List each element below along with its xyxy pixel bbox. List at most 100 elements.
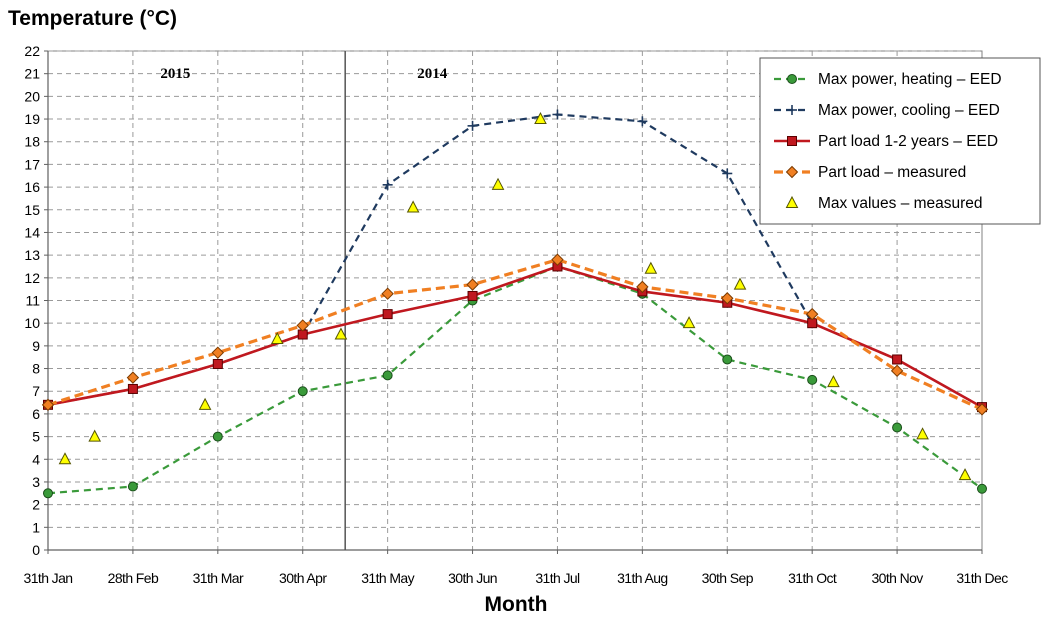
point-marker bbox=[382, 309, 393, 320]
legend-label: Part load 1-2 years – EED bbox=[818, 133, 998, 150]
y-tick-label: 9 bbox=[32, 338, 40, 354]
legend-label: Max power, cooling – EED bbox=[818, 102, 1000, 119]
point-marker bbox=[211, 346, 225, 359]
legend-item: Max power, cooling – EED bbox=[774, 102, 1000, 119]
y-tick-label: 5 bbox=[32, 429, 40, 445]
legend-item: Part load 1-2 years – EED bbox=[774, 133, 998, 150]
y-tick-label: 19 bbox=[24, 111, 40, 127]
x-ticks: 31th Jan 28th Feb 31th Mar 30th Apr 31th May… bbox=[24, 550, 1009, 586]
point-marker bbox=[334, 327, 348, 340]
x-tick-label: 31th Jul bbox=[535, 570, 580, 586]
point-marker bbox=[733, 277, 747, 290]
point-marker bbox=[551, 253, 564, 266]
point-marker bbox=[805, 307, 819, 321]
point-marker bbox=[892, 422, 903, 433]
y-tick-label: 18 bbox=[24, 134, 40, 150]
x-tick-label: 31th Aug bbox=[617, 570, 667, 586]
series-line bbox=[47, 258, 983, 411]
period-label: 2014 bbox=[417, 66, 448, 82]
point-marker bbox=[297, 386, 308, 397]
legend-item: Max values – measured bbox=[785, 195, 983, 212]
y-tick-label: 21 bbox=[24, 66, 40, 82]
y-tick-label: 15 bbox=[24, 202, 40, 218]
point-marker bbox=[644, 261, 658, 274]
point-marker bbox=[721, 292, 734, 305]
point-marker bbox=[198, 397, 212, 410]
x-tick-label: 30th Apr bbox=[279, 570, 327, 586]
point-marker bbox=[406, 200, 420, 213]
point-marker bbox=[127, 481, 138, 492]
y-tick-label: 10 bbox=[24, 315, 40, 331]
legend-label: Max values – measured bbox=[818, 195, 983, 212]
x-tick-label: 30th Nov bbox=[871, 570, 923, 586]
x-tick-label: 31th Mar bbox=[193, 570, 244, 586]
y-tick-label: 2 bbox=[32, 497, 40, 513]
y-tick-label: 20 bbox=[24, 88, 40, 104]
point-marker bbox=[785, 195, 799, 208]
point-marker bbox=[382, 179, 393, 190]
legend: Max power, heating – EED Max power, cooli… bbox=[759, 57, 1041, 225]
point-marker bbox=[534, 111, 547, 125]
y-tick-label: 8 bbox=[32, 361, 40, 377]
y-tick-label: 0 bbox=[32, 542, 40, 558]
y-tick-label: 17 bbox=[24, 156, 40, 172]
y-axis-label: Temperature (°C) bbox=[8, 7, 177, 30]
y-tick-label: 3 bbox=[32, 474, 40, 490]
y-tick-label: 4 bbox=[32, 451, 40, 467]
y-tick-label: 12 bbox=[24, 270, 40, 286]
x-tick-label: 31th Oct bbox=[788, 570, 837, 586]
point-marker bbox=[827, 375, 840, 388]
y-tick-label: 16 bbox=[24, 179, 40, 195]
point-marker bbox=[466, 278, 479, 291]
x-tick-label: 31th Dec bbox=[956, 570, 1008, 586]
point-marker bbox=[890, 364, 904, 378]
x-tick-label: 31th Jan bbox=[24, 570, 73, 586]
y-tick-label: 6 bbox=[32, 406, 40, 422]
period-label: 2015 bbox=[160, 66, 190, 82]
y-tick-label: 22 bbox=[24, 43, 40, 59]
point-marker bbox=[127, 383, 138, 394]
x-axis-label: Month bbox=[485, 593, 548, 616]
point-marker bbox=[682, 316, 696, 329]
point-marker bbox=[296, 319, 309, 332]
point-marker bbox=[491, 177, 505, 190]
series-1 bbox=[43, 261, 987, 499]
point-marker bbox=[43, 488, 53, 499]
legend-item: Max power, heating – EED bbox=[774, 71, 1002, 88]
point-marker bbox=[785, 165, 799, 179]
point-marker bbox=[787, 105, 797, 115]
point-marker bbox=[270, 331, 284, 345]
point-marker bbox=[467, 290, 478, 301]
period-labels: 2015 2014 bbox=[160, 66, 447, 82]
point-marker bbox=[212, 431, 223, 442]
point-marker bbox=[637, 116, 648, 127]
legend-label: Part load – measured bbox=[818, 164, 966, 181]
point-marker bbox=[88, 429, 102, 442]
point-marker bbox=[636, 280, 649, 294]
series-4 bbox=[41, 253, 989, 416]
y-tick-label: 13 bbox=[24, 247, 40, 263]
legend-item: Part load – measured bbox=[774, 164, 966, 181]
point-marker bbox=[958, 468, 972, 481]
y-tick-label: 14 bbox=[24, 224, 40, 240]
legend-label: Max power, heating – EED bbox=[818, 71, 1002, 88]
point-marker bbox=[381, 287, 394, 300]
point-marker bbox=[975, 403, 989, 416]
y-tick-label: 11 bbox=[25, 293, 40, 309]
point-marker bbox=[722, 168, 733, 179]
series-group bbox=[41, 109, 989, 499]
series-5 bbox=[58, 111, 972, 481]
x-tick-label: 30th Sep bbox=[702, 570, 754, 586]
point-marker bbox=[467, 120, 478, 131]
x-tick-label: 28th Feb bbox=[108, 570, 159, 586]
y-tick-label: 7 bbox=[32, 383, 40, 399]
point-marker bbox=[807, 374, 818, 385]
point-marker bbox=[787, 74, 797, 84]
point-marker bbox=[722, 354, 733, 365]
point-marker bbox=[58, 452, 72, 465]
y-tick-label: 1 bbox=[32, 519, 40, 535]
x-tick-label: 30th Jun bbox=[448, 570, 497, 586]
point-marker bbox=[787, 136, 797, 146]
